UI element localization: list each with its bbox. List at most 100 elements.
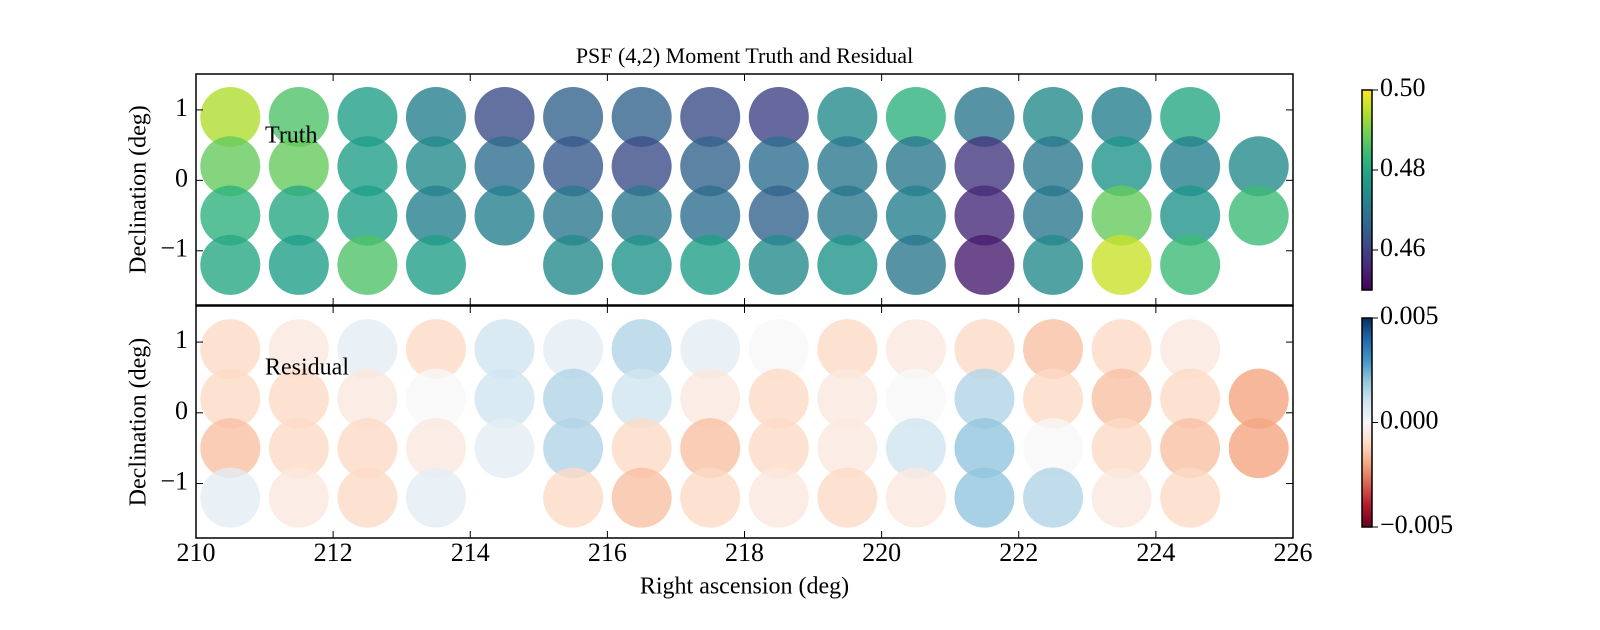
point [337,234,398,295]
point [268,86,329,147]
point [543,467,604,528]
y-axis-label: Declination (deg) [126,338,152,507]
point [200,136,261,197]
point [1160,319,1221,380]
point [680,234,741,295]
points [200,86,1289,295]
colorbar-tick-label: 0.50 [1380,73,1426,102]
point [1091,86,1152,147]
point [680,368,741,429]
point [885,467,946,528]
x-tick-label: 214 [451,538,490,567]
point [954,136,1015,197]
point [748,234,809,295]
point [1160,185,1221,246]
point [680,185,741,246]
point [543,319,604,380]
point [954,368,1015,429]
point [1023,136,1084,197]
point [954,86,1015,147]
point [543,418,604,479]
x-tick-label: 212 [314,538,353,567]
point [680,467,741,528]
x-tick-label: 222 [999,538,1038,567]
colorbar [1361,317,1373,528]
point [1023,185,1084,246]
point [817,319,878,380]
point [405,319,466,380]
point [885,319,946,380]
point [337,319,398,380]
colorbar-tick-label: 0.000 [1380,405,1439,434]
point [1160,136,1221,197]
point [268,368,329,429]
point [1023,467,1084,528]
point [268,234,329,295]
point [405,136,466,197]
point [817,136,878,197]
point [1091,368,1152,429]
point [1091,185,1152,246]
point [885,368,946,429]
point [885,185,946,246]
y-tick-label: 1 [175,325,188,354]
point [543,234,604,295]
point [1160,234,1221,295]
y-tick-label: 1 [175,93,188,122]
chart-title: PSF (4,2) Moment Truth and Residual [576,43,913,68]
point [405,368,466,429]
point [748,136,809,197]
point [1091,136,1152,197]
point [954,185,1015,246]
point [611,319,672,380]
y-tick-label: 0 [175,163,188,192]
colorbar-tick-label: 0.005 [1380,301,1439,330]
colorbar-tick-label: −0.005 [1380,510,1453,539]
point [1091,467,1152,528]
point [611,234,672,295]
point [817,86,878,147]
point [1023,368,1084,429]
point [954,319,1015,380]
point [474,319,535,380]
point [268,136,329,197]
points [200,319,1289,528]
y-tick-label: 0 [175,396,188,425]
point [1160,418,1221,479]
point [1228,136,1289,197]
point [1023,319,1084,380]
point [337,467,398,528]
point [1228,368,1289,429]
point [680,136,741,197]
point [200,418,261,479]
x-tick-label: 224 [1136,538,1175,567]
point [748,467,809,528]
point [337,418,398,479]
point [954,418,1015,479]
point [885,136,946,197]
point [268,418,329,479]
x-tick-label: 210 [177,538,216,567]
x-tick-label: 216 [588,538,627,567]
x-axis-label: Right ascension (deg) [640,574,849,600]
point [543,136,604,197]
point [268,319,329,380]
point [611,418,672,479]
point [611,136,672,197]
point [817,234,878,295]
point [885,234,946,295]
x-tick-label: 226 [1274,538,1313,567]
point [474,136,535,197]
point [885,86,946,147]
point [405,234,466,295]
point [1228,418,1289,479]
point [474,185,535,246]
point [954,234,1015,295]
point [748,319,809,380]
y-tick-label: −1 [160,234,188,263]
colorbar-tick-label: 0.46 [1380,233,1426,262]
point [680,319,741,380]
point [337,185,398,246]
point [748,185,809,246]
